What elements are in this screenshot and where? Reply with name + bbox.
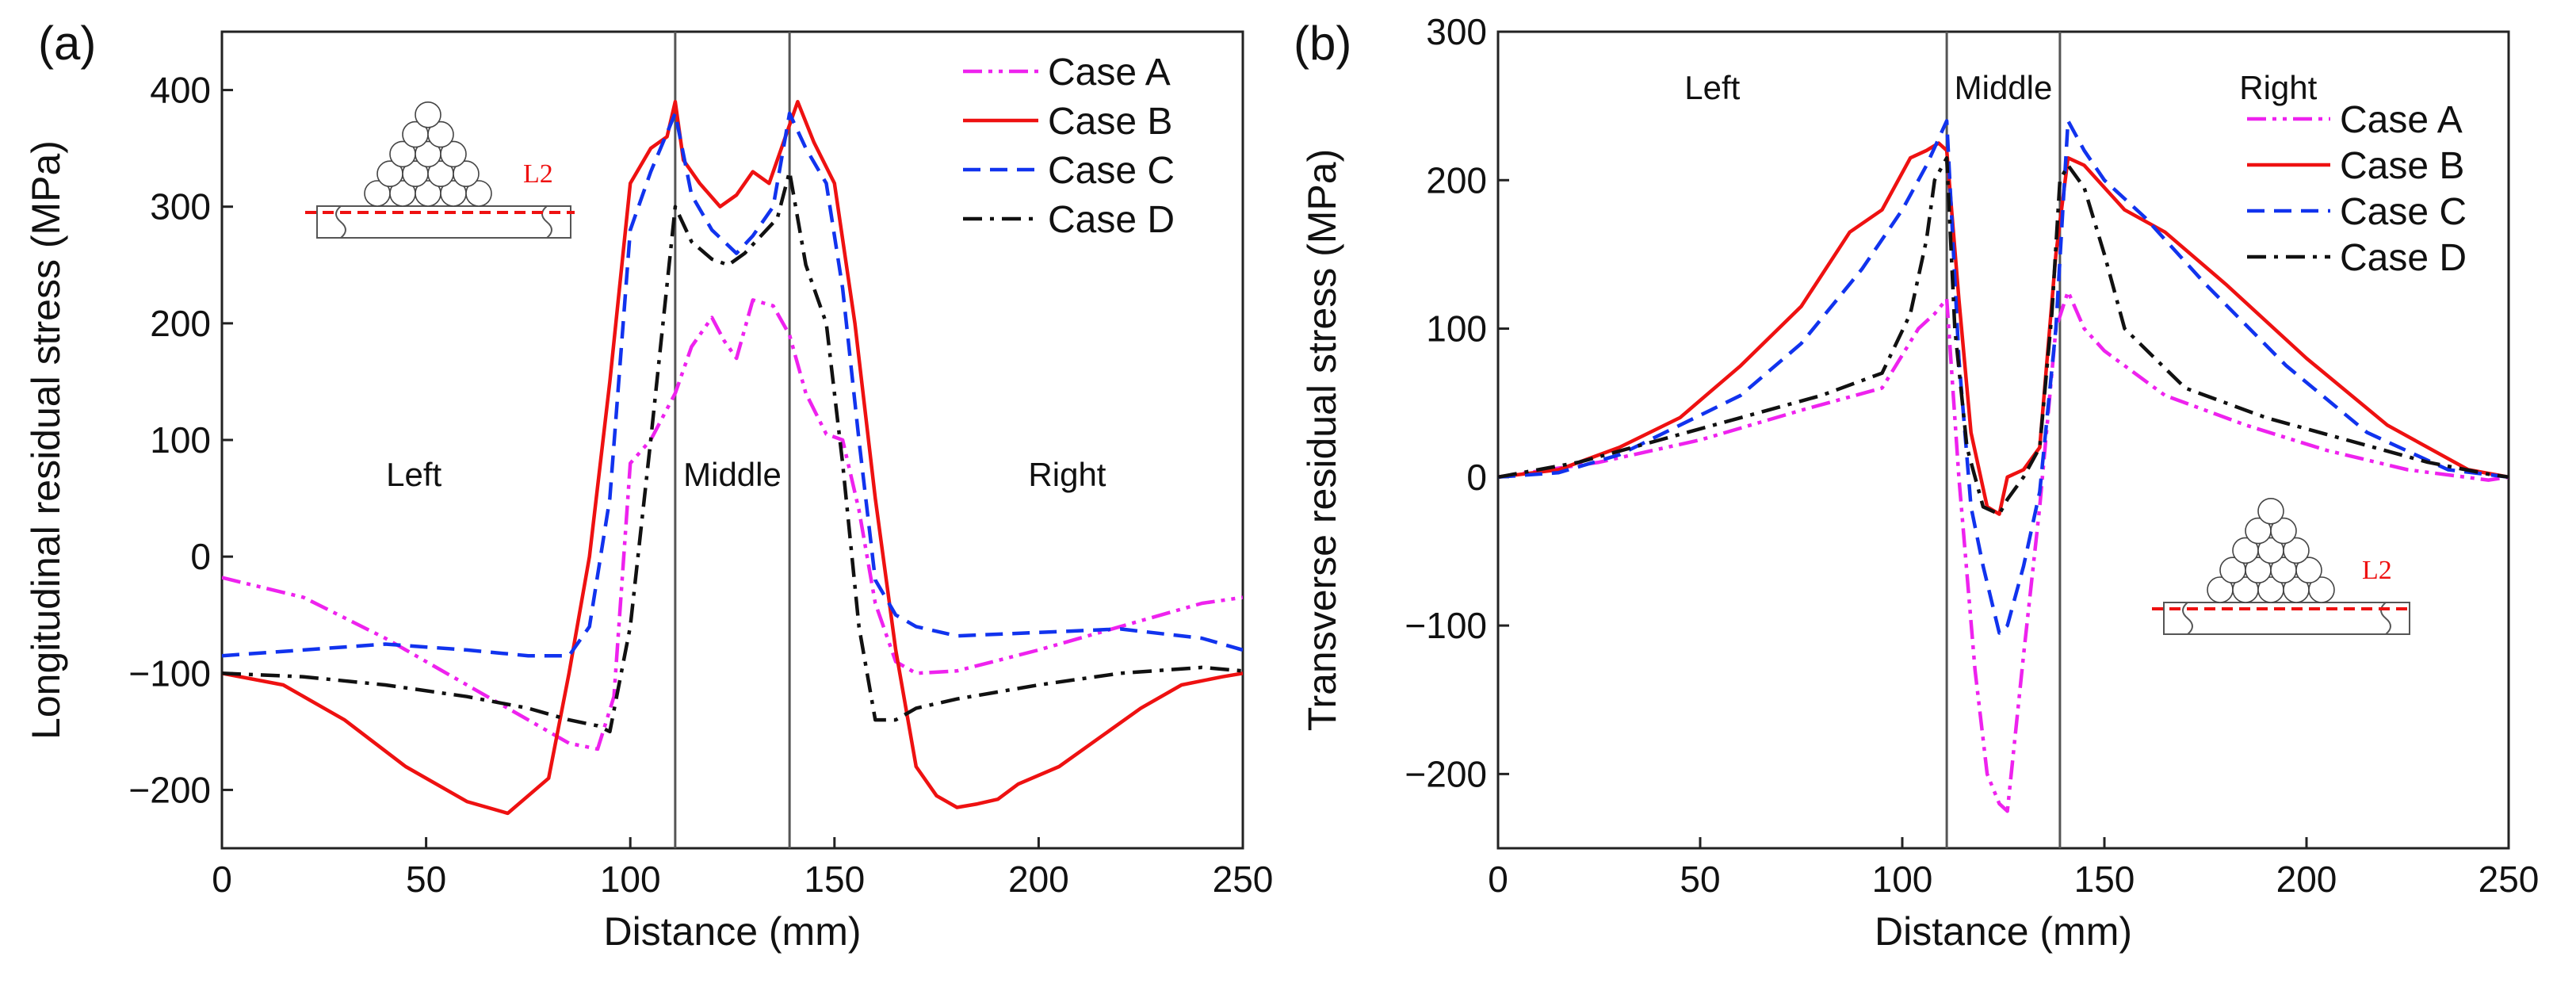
inset-weld-bead (2283, 537, 2310, 564)
panel-label: (b) (1294, 17, 1351, 70)
x-tick-label: 250 (1213, 859, 1274, 900)
y-tick-label: 400 (150, 70, 211, 111)
inset-weld-bead (465, 180, 492, 207)
panel-b: 0 50 100 150 200 250 −200 −100 0 100 200 300 Distanc… (1294, 11, 2539, 954)
x-tick-label: 0 (1488, 859, 1508, 900)
legend-label-case-d: Case D (2340, 237, 2467, 279)
x-tick-label: 200 (2276, 859, 2337, 900)
legend-label-case-a: Case A (1048, 52, 1171, 94)
y-tick-label: −200 (128, 769, 211, 810)
series-group (222, 100, 1243, 816)
inset-weld-bead (453, 160, 480, 187)
x-tick-label: 0 (212, 859, 232, 900)
y-tick-label: −100 (1405, 605, 1487, 646)
y-tick-label: 100 (150, 419, 211, 461)
x-tick-label: 200 (1008, 859, 1069, 900)
y-tick-label: 200 (1426, 159, 1487, 201)
region-label-middle: Middle (683, 456, 782, 493)
y-axis-title: Longitudinal residual stress (MPa) (24, 140, 68, 740)
y-axis-title: Transverse residual stress (MPa) (1300, 149, 1344, 731)
legend-label-case-c: Case C (2340, 191, 2467, 233)
legend-label-case-a: Case A (2340, 99, 2463, 141)
legend-label-case-c: Case C (1048, 150, 1175, 192)
region-label-left: Left (1684, 69, 1740, 106)
panel-a: 0 50 100 150 200 250 −200 −100 0 100 200 300 400 Dist… (24, 17, 1273, 954)
x-tick-label: 100 (1872, 859, 1933, 900)
inset-plate (2163, 602, 2410, 635)
panel-label: (a) (38, 17, 96, 70)
y-tick-label: 0 (1466, 457, 1487, 498)
legend-label-case-d: Case D (1048, 199, 1175, 241)
y-tick-label: 0 (190, 536, 211, 577)
x-tick-label: 150 (804, 859, 865, 900)
y-tick-label: 300 (150, 186, 211, 228)
y-tick-label: 200 (150, 303, 211, 344)
inset-weld-bead (2308, 576, 2335, 603)
x-tick-label: 150 (2074, 859, 2135, 900)
x-axis-title: Distance (mm) (603, 909, 861, 954)
x-tick-label: 100 (600, 859, 661, 900)
x-axis-title: Distance (mm) (1875, 909, 2132, 954)
inset-plate (316, 205, 571, 239)
series-group (1498, 119, 2509, 813)
region-label-left: Left (386, 456, 441, 493)
inset-break-marks (2182, 602, 2391, 635)
y-tick-label: 300 (1426, 11, 1487, 52)
x-tick-label: 50 (1680, 859, 1720, 900)
series-line-case-d (222, 170, 1243, 734)
inset-break-marks (335, 205, 552, 239)
series-line-case-c (1498, 119, 2509, 635)
y-tick-label: −100 (128, 652, 211, 694)
series-line-case-c (222, 111, 1243, 658)
inset-weld-bead (2270, 517, 2297, 545)
inset-l2-label: L2 (523, 159, 553, 189)
region-label-right: Right (2239, 69, 2317, 106)
series-line-case-d (1498, 155, 2509, 516)
inset-l2-label: L2 (2362, 556, 2392, 585)
x-tick-label: 250 (2479, 859, 2540, 900)
series-line-case-b (222, 100, 1243, 816)
region-label-right: Right (1028, 456, 1106, 493)
inset-weld-bead (427, 120, 454, 148)
series-line-case-a (222, 298, 1243, 752)
y-tick-label: −200 (1405, 753, 1487, 794)
inset-weld-bead (415, 101, 441, 128)
legend-label-case-b: Case B (2340, 145, 2464, 187)
inset-weld-bead (2295, 557, 2322, 584)
inset-weld-bead (2257, 497, 2284, 525)
region-label-middle: Middle (1955, 69, 2053, 106)
y-tick-label: 100 (1426, 308, 1487, 350)
series-line-case-a (1498, 289, 2509, 813)
legend-label-case-b: Case B (1048, 101, 1172, 143)
x-tick-label: 50 (406, 859, 446, 900)
plot-frame (1496, 30, 2510, 850)
inset-weld-bead (440, 140, 467, 168)
